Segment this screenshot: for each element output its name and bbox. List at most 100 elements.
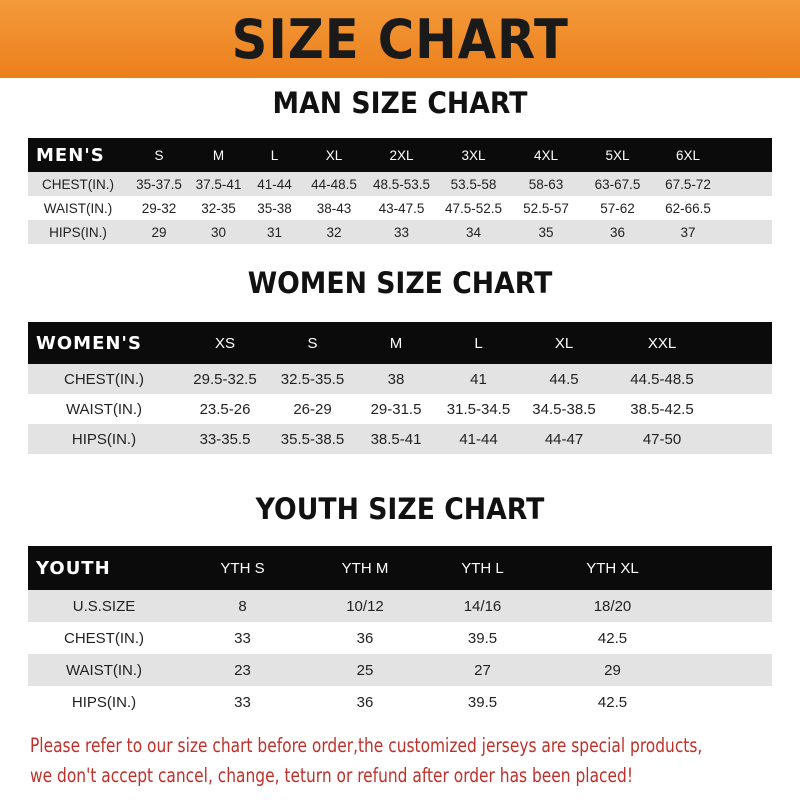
women-title: WOMEN SIZE CHART — [247, 266, 553, 300]
table-header-label: MEN'S — [36, 144, 105, 166]
table-cell: 43-47.5 — [378, 200, 425, 216]
table-cell: 52.5-57 — [523, 200, 569, 216]
table-cell: 14/16 — [463, 597, 502, 615]
table-cell: 58-63 — [528, 176, 564, 192]
size-column-header: S — [307, 334, 318, 352]
table-cell: 18/20 — [593, 597, 632, 615]
size-column-header: L — [474, 334, 483, 352]
table-header-row: YOUTH YTH S YTH M YTH L YTH XL — [28, 546, 772, 590]
table-cell: 31 — [266, 224, 283, 240]
size-column-header: L — [270, 147, 279, 163]
size-column-header: 6XL — [675, 147, 701, 163]
table-cell: 44-48.5 — [311, 176, 357, 192]
row-label: U.S.SIZE — [72, 597, 136, 615]
size-column-header: YTH XL — [586, 559, 639, 577]
table-cell: 37 — [680, 224, 696, 240]
table-cell: 10/12 — [346, 597, 384, 615]
row-label: WAIST(IN.) — [65, 400, 143, 418]
table-cell: 38.5-42.5 — [630, 400, 694, 418]
youth-size-table: YOUTH YTH S YTH M YTH L YTH XL U.S.SIZE 8 10/12… — [28, 546, 772, 718]
table-cell: 38 — [387, 370, 405, 388]
table-cell: 34.5-38.5 — [532, 400, 596, 418]
table-cell: 32 — [326, 224, 342, 240]
table-cell: 36 — [356, 693, 374, 711]
table-cell: 44-47 — [544, 430, 584, 448]
size-column-header: 2XL — [389, 147, 414, 163]
row-label: HIPS(IN.) — [71, 693, 137, 711]
table-cell: 36 — [356, 629, 374, 647]
size-column-header: YTH L — [461, 559, 504, 577]
table-cell: 41-44 — [257, 176, 292, 192]
table-cell: 53.5-58 — [450, 176, 497, 192]
table-cell: 23.5-26 — [199, 400, 251, 418]
row-label: CHEST(IN.) — [42, 176, 114, 192]
table-cell: 39.5 — [467, 629, 498, 647]
size-column-header: 5XL — [605, 147, 630, 163]
table-cell: 34 — [465, 224, 482, 240]
table-cell: 47.5-52.5 — [444, 200, 503, 216]
size-column-header: M — [389, 334, 403, 352]
women-size-table: WOMEN'S XS S M L XL XXL CHEST(IN.) 29.5-32.5 32.5… — [28, 322, 772, 454]
table-cell: 44.5-48.5 — [630, 370, 694, 388]
table-cell: 33 — [234, 629, 251, 647]
youth-title: YOUTH SIZE CHART — [255, 492, 545, 526]
table-cell: 31.5-34.5 — [446, 400, 511, 418]
table-cell: 42.5 — [597, 693, 628, 711]
table-cell: 32.5-35.5 — [280, 370, 345, 388]
table-cell: 35-38 — [257, 200, 292, 216]
table-row: WAIST(IN.) 29-32 32-35 35-38 38-43 43-47.5 47.… — [28, 196, 772, 220]
row-label: WAIST(IN.) — [65, 661, 143, 679]
table-cell: 23 — [234, 661, 251, 679]
size-column-header: XL — [325, 147, 343, 163]
table-cell: 26-29 — [293, 400, 332, 418]
table-cell: 33 — [234, 693, 251, 711]
table-cell: 33-35.5 — [199, 430, 251, 448]
table-cell: 42.5 — [597, 629, 628, 647]
table-row: HIPS(IN.) 33-35.5 35.5-38.5 38.5-41 41-44 44-… — [28, 424, 772, 454]
table-row: WAIST(IN.) 23 25 27 29 — [28, 654, 772, 686]
table-row: CHEST(IN.) 29.5-32.5 32.5-35.5 38 41 44.5 44.5… — [28, 364, 772, 394]
table-cell: 30 — [210, 224, 227, 240]
notice-line-2: we don't accept cancel, change, teturn o… — [30, 764, 634, 787]
table-cell: 32-35 — [201, 200, 236, 216]
table-cell: 44.5 — [549, 370, 579, 388]
table-cell: 37.5-41 — [195, 176, 242, 192]
table-cell: 38-43 — [316, 200, 352, 216]
table-cell: 25 — [356, 661, 374, 679]
men-title: MAN SIZE CHART — [272, 86, 528, 120]
table-cell: 63-67.5 — [594, 176, 641, 192]
banner-title: SIZE CHART — [231, 7, 569, 71]
size-column-header: YTH M — [341, 559, 389, 577]
table-cell: 35-37.5 — [136, 176, 182, 192]
table-cell: 41-44 — [459, 430, 498, 448]
table-cell: 35.5-38.5 — [280, 430, 345, 448]
table-cell: 8 — [238, 597, 247, 615]
table-cell: 33 — [393, 224, 410, 240]
table-header-label: WOMEN'S — [36, 332, 142, 354]
table-cell: 29 — [604, 661, 621, 679]
table-row: HIPS(IN.) 33 36 39.5 42.5 — [28, 686, 772, 718]
row-label: CHEST(IN.) — [64, 370, 144, 388]
banner: SIZE CHART — [0, 0, 800, 78]
row-label: HIPS(IN.) — [71, 430, 137, 448]
table-cell: 39.5 — [467, 693, 498, 711]
table-row: WAIST(IN.) 23.5-26 26-29 29-31.5 31.5-34.5 34… — [28, 394, 772, 424]
size-column-header: S — [154, 147, 164, 163]
size-column-header: YTH S — [220, 559, 265, 577]
table-cell: 67.5-72 — [665, 176, 711, 192]
row-label: HIPS(IN.) — [49, 224, 107, 240]
table-cell: 29 — [151, 224, 167, 240]
table-row: CHEST(IN.) 33 36 39.5 42.5 — [28, 622, 772, 654]
size-column-header: M — [212, 147, 225, 163]
size-column-header: 3XL — [461, 147, 486, 163]
table-cell: 29-31.5 — [370, 400, 422, 418]
table-cell: 36 — [609, 224, 626, 240]
table-row: U.S.SIZE 8 10/12 14/16 18/20 — [28, 590, 772, 622]
row-label: WAIST(IN.) — [43, 200, 113, 216]
table-cell: 41 — [470, 370, 487, 388]
table-cell: 35 — [538, 224, 554, 240]
table-cell: 38.5-41 — [370, 430, 422, 448]
table-row: HIPS(IN.) 29 30 31 32 33 34 35 36 37 — [28, 220, 772, 244]
men-size-table: MEN'S S M L XL 2XL 3XL 4XL 5XL 6XL CHEST(IN.) 35-37… — [28, 138, 772, 244]
table-cell: 29-32 — [141, 200, 177, 216]
